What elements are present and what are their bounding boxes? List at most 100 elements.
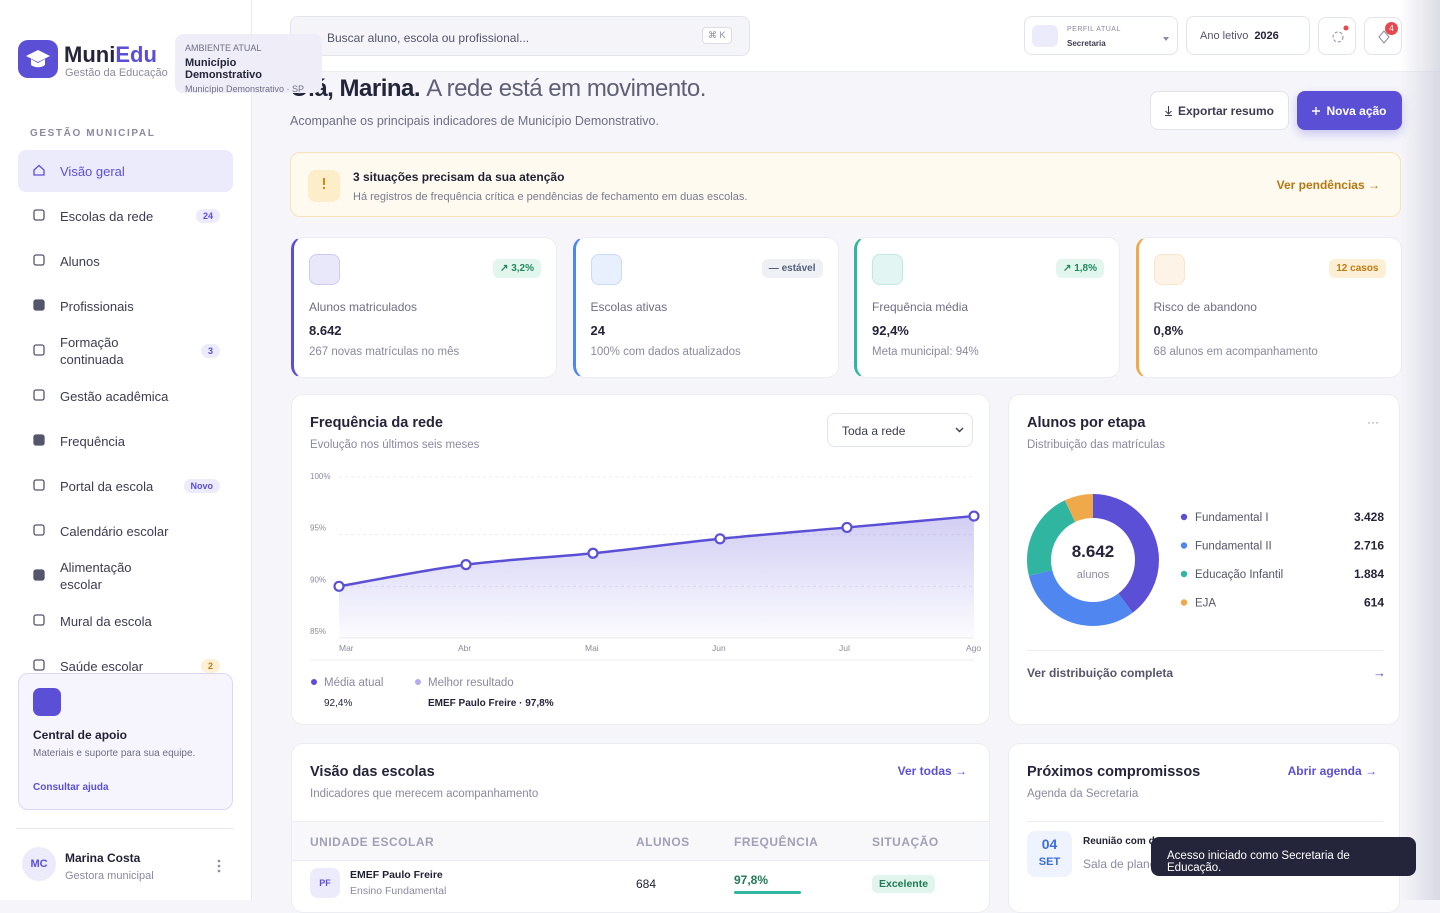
new-action-label: Nova ação [1326,103,1387,118]
icon-shape [33,299,45,311]
brand-tagline: Gestão da Educação [65,67,168,79]
x-tick-label: Mai [585,643,599,653]
schools-link[interactable]: Ver todas → [897,764,967,778]
filter-select[interactable]: Toda a rede [827,413,973,447]
avatar: MC [22,847,56,881]
icon-shape [33,209,45,221]
kpi-badge: ↗ 1,8% [1056,259,1104,278]
sync-button[interactable] [1318,17,1356,55]
kpi-card: 12 casos Risco de abandono 0,8% 68 alunos e… [1135,237,1402,378]
y-tick-label: 100% [310,472,330,481]
icon-shape [33,344,45,356]
kpi-note: Meta municipal: 94% [872,346,979,358]
user[interactable]: MC Marina Costa Gestora municipal [16,828,234,882]
table-header: UNIDADE ESCOLAR ALUNOS FREQUÊNCIA SITUAÇ… [292,821,989,861]
nav-icon [33,344,45,356]
attendance-bar [734,891,801,894]
notifications[interactable] [1364,17,1402,55]
env-label: AMBIENTE ATUAL [185,43,262,53]
kpi-note: 68 alunos em acompanhamento [1153,346,1318,358]
logo[interactable] [18,40,58,78]
new-action-button[interactable]: Nova ação [1297,91,1402,130]
nav-label: Mural da escola [60,613,152,629]
school-year[interactable]: Ano letivo 2026 [1186,16,1310,55]
nav-icon [33,524,45,536]
pie-link-arrow: → [1373,665,1386,680]
school-level: Ensino Fundamental [350,885,447,897]
nav-icon [33,614,45,626]
nav-item[interactable]: Profissionais [18,285,233,327]
edge-shadow [1400,0,1440,900]
nav-item[interactable]: Escolas da rede 24 [18,195,233,237]
user-role: Gestora municipal [65,870,154,882]
nav-item[interactable]: Portal da escola Novo [18,465,233,507]
nav-item[interactable]: Calendário escolar [18,510,233,552]
notification-count: 4 [1385,22,1398,35]
column-header: UNIDADE ESCOLAR [310,835,435,849]
nav-badge: Novo [183,479,220,493]
headline: A rede está em movimento. [426,75,706,102]
line-title: Frequência da rede [310,415,443,431]
nav-label: Portal da escola [60,478,154,494]
school-name[interactable]: EMEF Paulo Freire [350,869,443,881]
kpi-label: Frequência média [872,300,969,314]
brand-accent: Edu [115,42,157,67]
nav-icon [33,254,45,266]
nav-item[interactable]: Gestão acadêmica [18,375,233,417]
nav-item[interactable]: Mural da escola [18,600,233,642]
line-area [339,516,974,638]
icon-shape [33,434,45,446]
school-students: 684 [636,877,657,891]
alert-title: 3 situações precisam da sua atenção [353,170,565,184]
nav-label: Profissionais [60,298,134,314]
x-tick-label: Abr [458,643,471,653]
pie-link[interactable]: Ver distribuição completa [1027,666,1174,680]
nav-item[interactable]: Formação continuada 3 [18,330,233,372]
nav-item[interactable]: Frequência [18,420,233,462]
nav-item[interactable]: Saúde escolar 2 [18,645,233,675]
nav-item[interactable]: Alimentação escolar [18,555,233,597]
kpi-note: 100% com dados atualizados [590,346,741,358]
x-tick-label: Ago [966,643,981,653]
support-link[interactable]: Consultar ajuda [33,782,109,793]
legend-value: 3.428 [1354,510,1384,524]
user-menu[interactable] [217,859,221,873]
agenda-link[interactable]: Abrir agenda → [1287,764,1377,778]
nav-label: Escolas da rede [60,208,154,224]
profile[interactable]: PERFIL ATUAL Secretaria [1024,16,1178,55]
nav-item[interactable]: Alunos [18,240,233,282]
legend-dot [1180,542,1188,549]
column-header: ALUNOS [636,835,690,849]
icon-shape [33,614,45,626]
nav-label: Formação continuada [60,335,124,367]
kpi-card: ↗ 3,2% Alunos matriculados 8.642 267 novas … [291,237,557,378]
export-button[interactable]: Exportar resumo [1150,91,1289,130]
x-tick-label: Mar [339,643,354,653]
profile-icon [1032,25,1058,47]
legend-value: 1.884 [1354,567,1384,581]
kpi-value: 8.642 [309,323,342,338]
schools-subtitle: Indicadores que merecem acompanhamento [310,788,539,800]
school-attendance: 97,8% [734,873,769,887]
pie-menu[interactable]: ··· [1367,415,1379,429]
nav-item[interactable]: Visão geral [18,150,233,192]
alert-link[interactable]: Ver pendências → [1276,178,1380,192]
line-card: Frequência da rede Evolução nos últimos … [291,394,990,725]
kpi-card: ↗ 1,8% Frequência média 92,4% Meta municipa… [854,237,1120,378]
nav-label: Alunos [60,253,100,269]
legend-dot [1180,570,1188,578]
legend-value: EMEF Paulo Freire · 97,8% [428,698,554,709]
nav-icon [33,434,45,446]
alert: 3 situações precisam da sua atenção Há r… [290,152,1401,217]
search[interactable]: Buscar aluno, escola ou profissional... [290,16,750,56]
kpi-badge: ↗ 3,2% [493,259,541,278]
line-point [841,521,853,534]
nav-icon [33,659,45,671]
sidebar: MuniEdu Gestão da Educação GESTÃO MUNICI… [0,0,252,900]
kpi-label: Alunos matriculados [309,300,418,314]
alert-icon [308,170,340,202]
line-point [333,580,345,592]
agenda-item-title[interactable]: Reunião com d [1083,836,1155,847]
environment[interactable]: AMBIENTE ATUAL Município Demonstrativo Mun… [175,34,322,94]
